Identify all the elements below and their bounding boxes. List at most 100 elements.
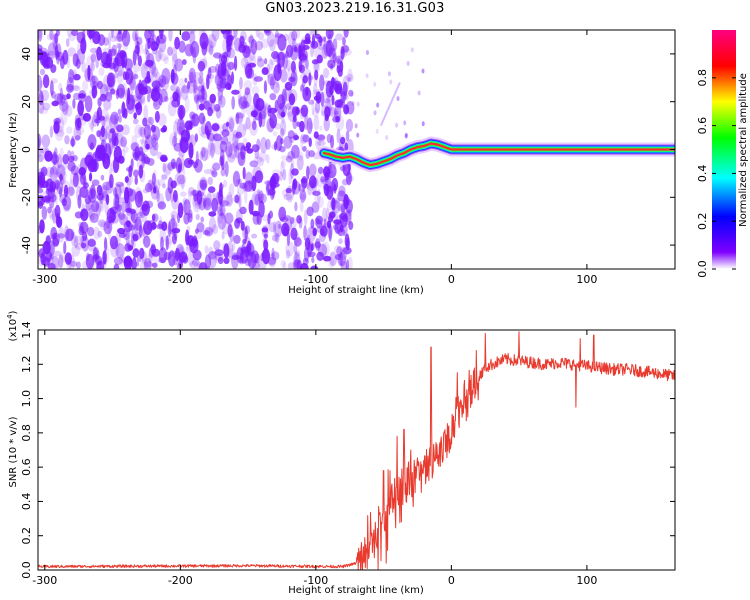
- noise-speckle: [288, 76, 296, 83]
- noise-speckle: [67, 161, 76, 172]
- noise-speckle: [373, 110, 377, 116]
- noise-speckle: [119, 213, 128, 226]
- noise-speckle: [200, 182, 208, 189]
- noise-speckle: [137, 189, 144, 203]
- noise-speckle: [339, 136, 346, 145]
- noise-speckle: [68, 68, 75, 84]
- noise-speckle: [251, 193, 260, 205]
- noise-speckle: [255, 98, 265, 111]
- noise-speckle: [152, 126, 161, 141]
- noise-speckle: [134, 124, 143, 138]
- noise-speckle: [99, 196, 105, 213]
- bottom-y-axis: 0.0 0.2 0.4 0.6 0.8 1.0 1.2 1.4: [20, 321, 675, 579]
- noise-speckle: [224, 82, 232, 91]
- noise-speckle: [257, 32, 265, 41]
- noise-speckle: [113, 257, 123, 265]
- noise-speckle: [256, 213, 262, 226]
- noise-speckle: [342, 246, 352, 255]
- noise-speckle: [263, 80, 268, 94]
- noise-speckle: [123, 255, 133, 269]
- noise-speckle: [307, 251, 316, 258]
- noise-speckle: [323, 100, 332, 110]
- noise-speckle: [75, 126, 85, 136]
- noise-speckle: [342, 222, 348, 237]
- noise-speckle: [245, 142, 252, 149]
- noise-speckle: [269, 175, 277, 191]
- noise-speckle: [247, 251, 257, 269]
- noise-speckle: [139, 138, 145, 144]
- noise-speckle: [137, 190, 143, 205]
- noise-speckle: [112, 132, 116, 149]
- noise-speckle: [106, 72, 116, 88]
- noise-speckle: [236, 217, 243, 224]
- noise-speckle: [265, 138, 271, 150]
- noise-speckle: [90, 257, 95, 269]
- noise-speckle: [195, 228, 199, 234]
- noise-speckle: [135, 205, 140, 216]
- noise-speckle: [217, 95, 226, 108]
- noise-speckle: [38, 30, 42, 39]
- noise-speckle: [228, 183, 235, 197]
- noise-speckle: [143, 257, 152, 269]
- noise-speckle: [73, 73, 81, 81]
- noise-speckle: [263, 104, 267, 121]
- noise-speckle: [117, 43, 122, 51]
- noise-speckle: [284, 215, 292, 221]
- noise-speckle: [243, 180, 253, 192]
- noise-speckle: [118, 212, 126, 221]
- noise-speckle: [143, 220, 153, 236]
- noise-speckle: [126, 196, 131, 211]
- noise-speckle: [46, 33, 56, 41]
- noise-speckle: [113, 194, 120, 211]
- noise-speckle: [194, 201, 202, 210]
- noise-speckle: [290, 60, 296, 73]
- noise-speckle: [404, 133, 408, 139]
- noise-speckle: [101, 116, 106, 128]
- noise-speckle: [251, 233, 258, 239]
- noise-speckle: [125, 220, 131, 228]
- noise-speckle: [89, 212, 99, 224]
- noise-speckle: [268, 222, 276, 233]
- noise-speckle: [273, 64, 282, 82]
- noise-speckle: [92, 246, 98, 263]
- noise-speckle: [306, 36, 311, 44]
- noise-speckle: [296, 121, 301, 127]
- noise-speckle: [185, 229, 190, 246]
- noise-speckle: [207, 186, 216, 194]
- noise-speckle: [127, 244, 134, 251]
- noise-speckle: [61, 99, 69, 116]
- noise-speckle: [41, 102, 51, 111]
- noise-speckle: [327, 59, 336, 69]
- noise-speckle: [132, 30, 137, 42]
- noise-speckle: [173, 120, 178, 137]
- noise-speckle: [74, 118, 80, 127]
- noise-speckle: [44, 56, 54, 69]
- noise-speckle: [182, 255, 189, 264]
- noise-speckle: [62, 204, 71, 213]
- noise-speckle: [186, 80, 196, 94]
- noise-speckle: [263, 233, 269, 239]
- noise-speckle: [175, 118, 181, 125]
- noise-speckle: [112, 156, 120, 174]
- noise-speckle: [285, 44, 294, 58]
- noise-speckle: [155, 50, 162, 63]
- noise-speckle: [251, 144, 260, 153]
- noise-speckle: [124, 176, 129, 183]
- noise-speckle: [116, 69, 124, 85]
- noise-speckle: [285, 155, 293, 163]
- colorbar-tick-label: 0.8: [696, 69, 709, 87]
- noise-speckle: [338, 141, 344, 149]
- noise-speckle: [242, 238, 247, 245]
- noise-speckle: [221, 231, 225, 240]
- noise-speckle: [70, 229, 75, 240]
- noise-speckle: [198, 103, 205, 111]
- noise-speckle: [333, 219, 342, 225]
- noise-speckle: [197, 94, 203, 100]
- noise-speckle: [102, 74, 112, 92]
- noise-speckle: [59, 87, 64, 104]
- noise-speckle: [158, 88, 168, 103]
- noise-speckle: [113, 263, 120, 269]
- noise-speckle: [251, 86, 260, 96]
- noise-speckle: [236, 191, 240, 205]
- noise-speckle: [62, 153, 70, 165]
